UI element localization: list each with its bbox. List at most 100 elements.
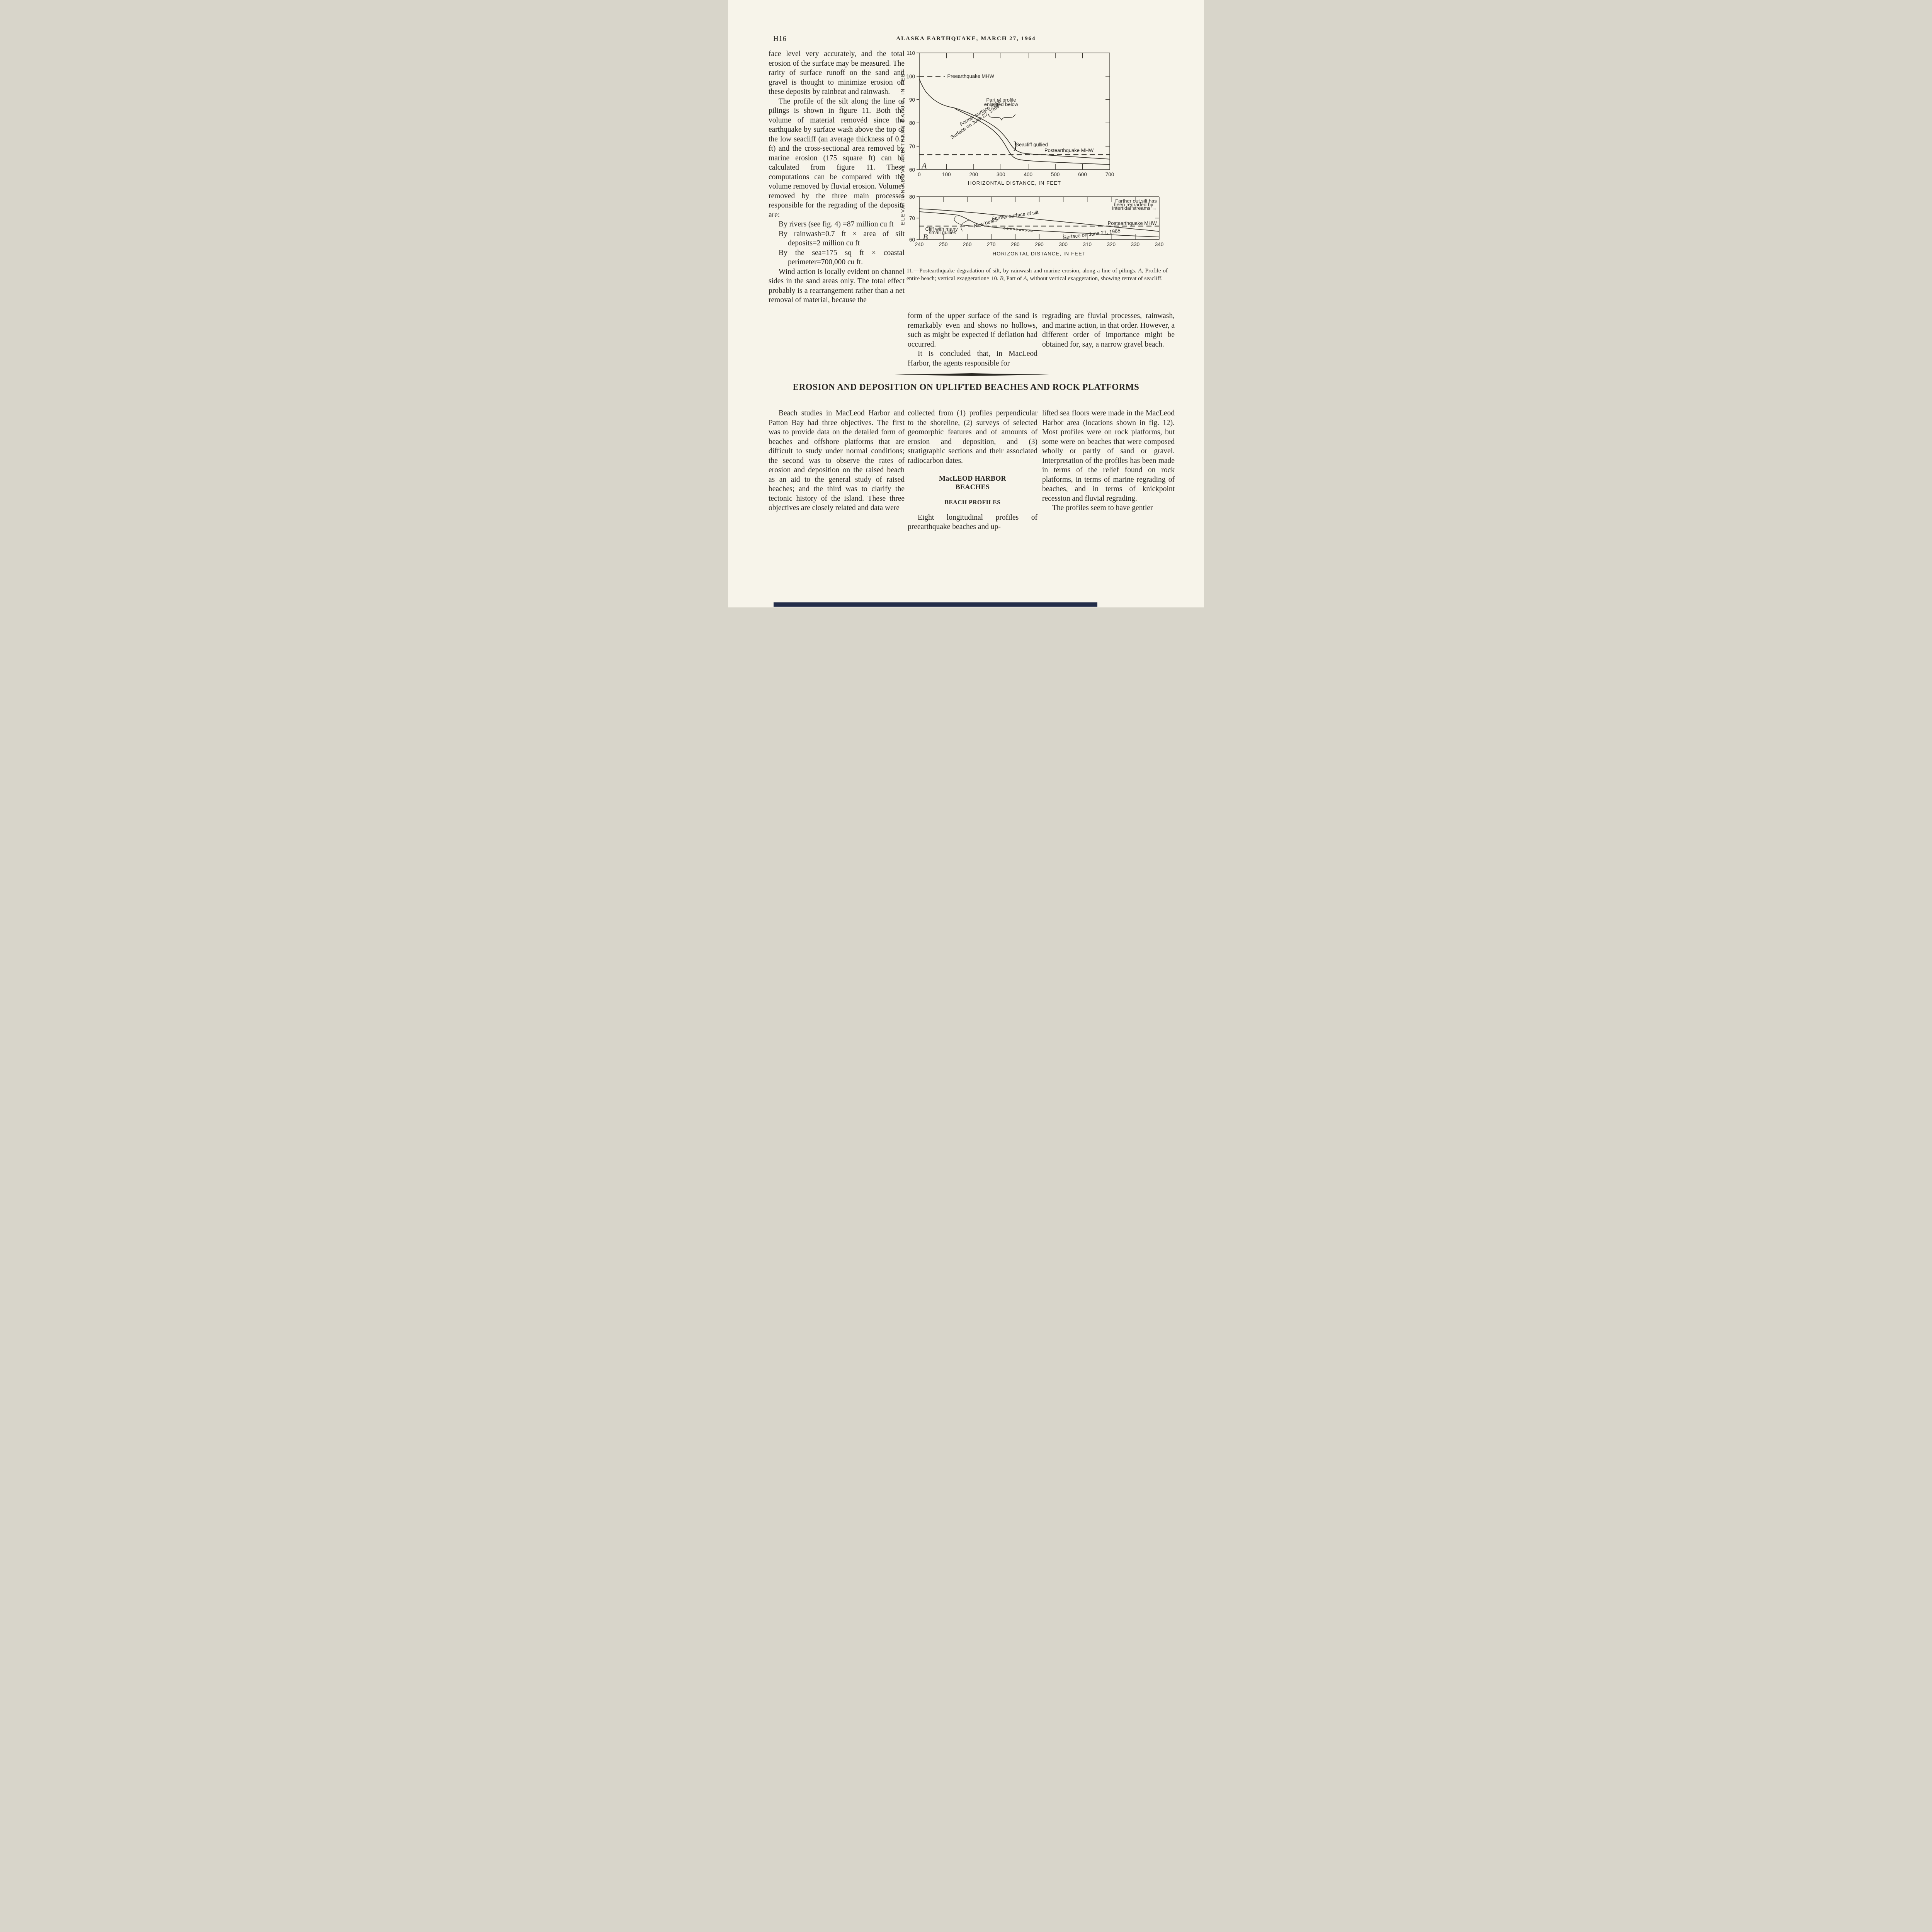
paragraph: Eight longitudinal profiles of preearthq… [908, 513, 1037, 531]
chart-annotation: Surface on June 27, 1965 [1063, 228, 1121, 240]
y-tick-label: 70 [909, 216, 915, 221]
x-tick-label: 300 [997, 172, 1005, 177]
scan-edge-artifact [774, 602, 1097, 607]
chart-annotation: been regraded by [1114, 202, 1153, 207]
x-axis-title: HORIZONTAL DISTANCE, IN FEET [968, 180, 1061, 185]
paragraph: Beach studies in MacLeod Harbor and Patt… [769, 409, 905, 512]
paragraph: It is concluded that, in MacLeod Harbor,… [908, 350, 1037, 367]
piling-circle [1009, 228, 1012, 230]
x-tick-label: 240 [915, 242, 924, 247]
subsection-heading-line2: BEACHES [955, 483, 990, 491]
scanned-paper-page: H16 ALASKA EARTHQUAKE, MARCH 27, 1964 fa… [728, 0, 1204, 607]
paragraph: lifted sea floors were made in the MacLe… [1042, 409, 1175, 503]
column-right-top: regrading are fluvial processes, rainwas… [1042, 311, 1175, 349]
x-tick-label: 340 [1155, 242, 1164, 247]
x-tick-label: 270 [987, 242, 996, 247]
x-tick-label: 260 [963, 242, 972, 247]
caption-text: , Part of [1003, 275, 1024, 282]
x-tick-label: 400 [1024, 172, 1032, 177]
y-tick-label: 60 [909, 237, 915, 243]
piling-circle [1016, 228, 1018, 231]
series-line [954, 108, 1110, 165]
y-tick-label: 70 [909, 144, 915, 150]
piling-circle [1025, 229, 1027, 231]
x-tick-label: 100 [942, 172, 951, 177]
x-tick-label: 300 [1059, 242, 1068, 247]
x-tick-label: 500 [1051, 172, 1060, 177]
piling-circle [1030, 230, 1033, 232]
y-tick-label: 90 [909, 97, 915, 103]
chart-annotation: Postearthquake MHW [1108, 220, 1157, 226]
caption-letter-A: A [1023, 275, 1027, 282]
x-tick-label: 200 [969, 172, 978, 177]
column-top-left: face level very accurately, and the tota… [769, 49, 905, 305]
paragraph: collected from (1) profiles perpendicula… [908, 409, 1037, 465]
paragraph: The profile of the silt along the line o… [769, 97, 905, 219]
y-tick-label: 110 [906, 50, 915, 56]
running-title: ALASKA EARTHQUAKE, MARCH 27, 1964 [896, 36, 1036, 42]
figure-caption: 11.—Postearthquake degradation of silt, … [906, 267, 1168, 282]
chart-annotation: Farther out,silt has [1115, 198, 1157, 204]
chart-annotation: A [921, 161, 927, 170]
x-tick-label: 280 [1011, 242, 1020, 247]
x-tick-label: 700 [1105, 172, 1114, 177]
chart-annotation: Former surface of silt [991, 209, 1039, 221]
piling-circle [1019, 228, 1021, 231]
caption-text: 11.—Postearthquake degradation of silt, … [906, 268, 1138, 274]
chart-annotation: Part of profile [986, 97, 1016, 103]
y-tick-label: 60 [909, 167, 915, 173]
paragraph: Wind action is locally evident on channe… [769, 267, 905, 304]
x-tick-label: 320 [1107, 242, 1116, 247]
piling-circle [1006, 228, 1009, 230]
chart-annotation: Seacliff gullied [1015, 141, 1048, 147]
series-line [919, 208, 1160, 232]
y-tick-label: 80 [909, 194, 915, 200]
brace-glyph: } [1013, 139, 1018, 152]
x-tick-label: 600 [1078, 172, 1087, 177]
series-line [919, 211, 1160, 238]
cliff-outline-curve [954, 216, 975, 226]
column-bottom-middle: collected from (1) profiles perpendicula… [908, 409, 1037, 532]
subsection-heading-line1: MacLEOD HARBOR [939, 474, 1007, 482]
section-divider [895, 373, 1049, 376]
chart-annotation: Preearthquake MHW [947, 73, 995, 79]
piling-circle [1022, 229, 1024, 231]
subsubsection-heading: BEACH PROFILES [944, 499, 1001, 506]
brace [988, 114, 1016, 121]
caption-letter-A: A [1138, 268, 1142, 274]
x-tick-label: 0 [918, 172, 921, 177]
chart-annotation: B [923, 232, 928, 242]
piling-circle [1027, 230, 1030, 232]
list-item: By rivers (see fig. 4) =87 million cu ft [779, 220, 894, 228]
piling-circle [1013, 228, 1015, 230]
paragraph: face level very accurately, and the tota… [769, 50, 905, 96]
x-tick-label: 290 [1035, 242, 1044, 247]
chart-annotation: Postearthquake MHW [1044, 147, 1094, 153]
caption-text: , Profile of entire beach; vertical exag… [906, 268, 1168, 282]
leader-line [961, 219, 970, 231]
list-item: By rainwash=0.7 ft × area of silt deposi… [779, 230, 905, 248]
chart-annotation: small gullies [929, 230, 956, 235]
column-middle-top: form of the upper surface of the sand is… [908, 311, 1037, 368]
piling-circle [1003, 227, 1006, 230]
chart-annotation: Cliff with many [925, 226, 958, 232]
caption-letter-B: B [1000, 275, 1003, 282]
chart-annotation: enlarged below [984, 101, 1019, 107]
x-axis-title: HORIZONTAL DISTANCE, IN FEET [993, 251, 1086, 257]
y-tick-label: 100 [906, 73, 915, 79]
x-tick-label: 250 [939, 242, 948, 247]
caption-text: , without vertical exaggeration, showing… [1027, 275, 1163, 282]
paragraph: form of the upper surface of the sand is… [908, 312, 1037, 349]
list-item: By the sea=175 sq ft × coastal perimeter… [779, 248, 905, 267]
series-line [919, 78, 1110, 160]
page-number: H16 [773, 35, 787, 43]
paragraph: The profiles seem to have gentler [1052, 504, 1153, 512]
chart-profile-B: 60 70 80 240 250 260 270 280 290 300 310 320 330 340 F… [909, 194, 1164, 257]
x-tick-label: 330 [1131, 242, 1140, 247]
chart-annotation: intertidal streams → [1112, 205, 1157, 211]
paragraph: regrading are fluvial processes, rainwas… [1042, 312, 1175, 349]
section-heading: EROSION AND DEPOSITION ON UPLIFTED BEACH… [793, 382, 1139, 392]
column-bottom-right: lifted sea floors were made in the MacLe… [1042, 409, 1175, 513]
column-bottom-left: Beach studies in MacLeod Harbor and Patt… [769, 409, 905, 513]
chart-annotation: Former surface of silt [959, 98, 1002, 127]
